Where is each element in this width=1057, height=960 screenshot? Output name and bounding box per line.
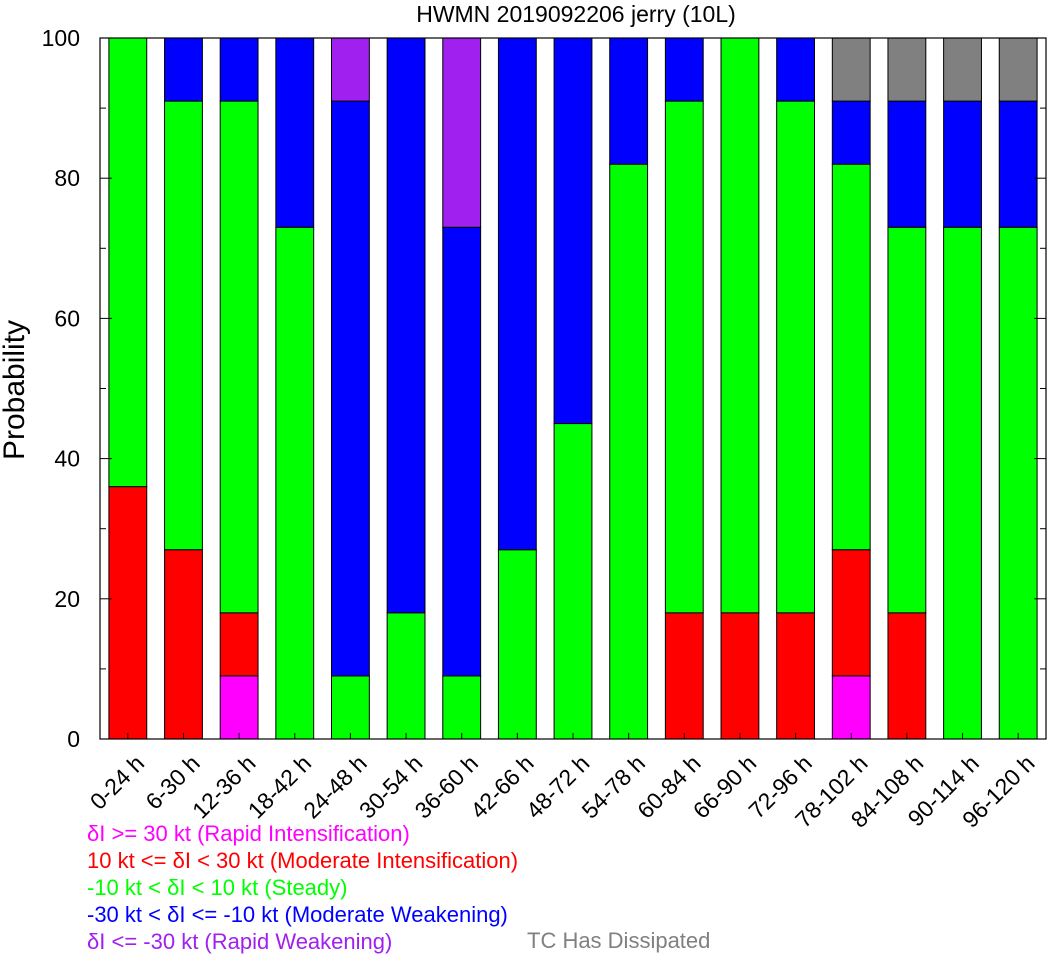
y-tick-label: 40 (54, 446, 80, 472)
legend-entry-rapid-intensification: δI >= 30 kt (Rapid Intensification) (87, 821, 410, 846)
bar-segment-90-114h-series-3 (943, 100, 982, 228)
bars-group (108, 37, 1038, 740)
bar-segment-78-102h-series-1 (831, 549, 871, 677)
legend-entry-steady: -10 kt < δI < 10 kt (Steady) (87, 875, 348, 900)
bar-segment-78-102h-series-2 (831, 163, 871, 551)
bar-segment-18-42h-series-3 (275, 37, 315, 228)
bar-segment-36-60h-series-3 (442, 226, 482, 677)
bar-segment-42-66h-series-2 (497, 549, 537, 740)
bar-segment-84-108h-series-3 (887, 100, 927, 228)
bar-segment-84-108h-series-1 (887, 612, 927, 740)
legend: δI >= 30 kt (Rapid Intensification) 10 k… (87, 820, 518, 955)
bar-segment-12-36h-series-2 (219, 100, 259, 614)
bar-segment-78-102h-series-3 (831, 100, 871, 165)
bar-segment-72-96h-series-3 (776, 37, 816, 102)
bar-segment-36-60h-series-4 (442, 37, 482, 228)
y-tick-label: 0 (67, 726, 80, 752)
bar-segment-24-48h-series-3 (330, 100, 370, 677)
bar-segment-12-36h-series-3 (219, 37, 259, 102)
y-tick-label: 20 (54, 586, 80, 612)
bar-segment-96-120h-series-2 (998, 226, 1038, 740)
bar-segment-30-54h-series-3 (386, 37, 426, 614)
bar-segment-78-102h-series-0 (831, 675, 871, 740)
chart-title: HWMN 2019092206 jerry (10L) (416, 1, 736, 27)
legend-entry-rapid-weakening: δI <= -30 kt (Rapid Weakening) (87, 929, 393, 954)
bar-segment-96-120h-series-5 (998, 37, 1038, 102)
bar-segment-90-114h-series-2 (943, 226, 982, 740)
bar-segment-0-24h-series-1 (108, 486, 148, 740)
bar-segment-0-24h-series-2 (108, 37, 148, 488)
bar-segment-6-30h-series-1 (164, 549, 203, 740)
bar-segment-60-84h-series-3 (664, 37, 704, 102)
bar-segment-78-102h-series-5 (831, 37, 871, 102)
bar-segment-24-48h-series-2 (330, 675, 370, 740)
legend-entry-dissipated: TC Has Dissipated (527, 928, 711, 953)
bar-segment-6-30h-series-3 (164, 37, 203, 102)
bar-segment-72-96h-series-2 (776, 100, 816, 614)
bar-segment-66-90h-series-2 (720, 37, 760, 614)
bar-segment-42-66h-series-3 (497, 37, 537, 551)
bar-segment-12-36h-series-0 (219, 675, 259, 740)
bar-segment-66-90h-series-1 (720, 612, 760, 740)
legend-entry-moderate-weakening: -30 kt < δI <= -10 kt (Moderate Weakenin… (87, 902, 508, 927)
x-tick-label: 0-24 h (85, 750, 150, 815)
y-tick-label: 60 (54, 305, 80, 331)
bar-segment-54-78h-series-2 (609, 163, 649, 740)
bar-segment-96-120h-series-3 (998, 100, 1038, 228)
bar-segment-60-84h-series-1 (664, 612, 704, 740)
bar-segment-84-108h-series-2 (887, 226, 927, 614)
bar-segment-12-36h-series-1 (219, 612, 259, 677)
y-tick-label: 100 (42, 25, 80, 51)
bar-segment-30-54h-series-2 (386, 612, 426, 740)
bar-segment-60-84h-series-2 (664, 100, 704, 614)
bar-segment-54-78h-series-3 (609, 37, 649, 165)
y-axis-label: Probability (0, 320, 31, 460)
bar-segment-84-108h-series-5 (887, 37, 927, 102)
bar-segment-90-114h-series-5 (943, 37, 982, 102)
bar-segment-72-96h-series-1 (776, 612, 816, 740)
bar-segment-48-72h-series-2 (553, 423, 593, 740)
bar-segment-6-30h-series-2 (164, 100, 203, 551)
bar-segment-48-72h-series-3 (553, 37, 593, 425)
bar-segment-18-42h-series-2 (275, 226, 315, 740)
y-tick-label: 80 (54, 165, 80, 191)
bar-segment-36-60h-series-2 (442, 675, 482, 740)
legend-entry-moderate-intensification: 10 kt <= δI < 30 kt (Moderate Intensific… (87, 848, 519, 873)
bar-segment-24-48h-series-4 (330, 37, 370, 102)
